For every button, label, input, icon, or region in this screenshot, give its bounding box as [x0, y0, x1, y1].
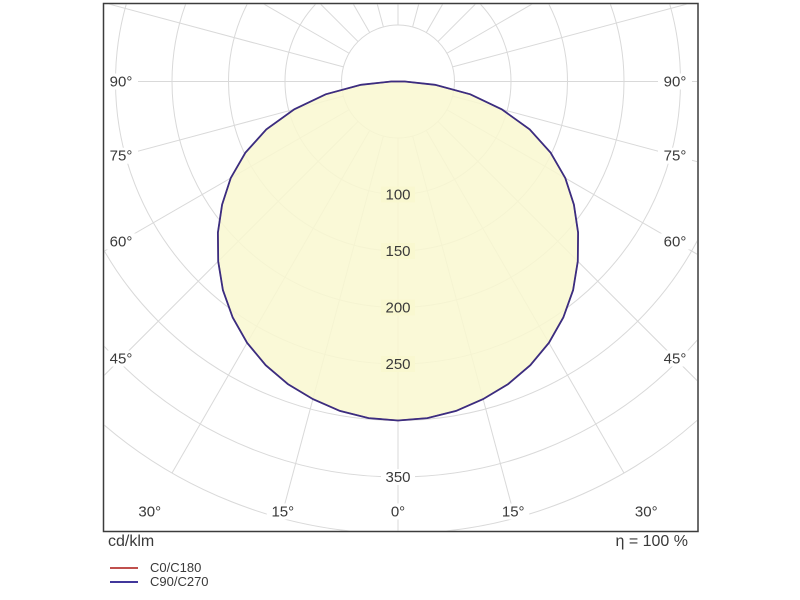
angle-grid-line: [452, 4, 688, 68]
angle-tick-label-left-60: 60°: [110, 233, 133, 250]
angle-grid-line: [446, 4, 533, 54]
angle-tick-bg: [104, 350, 138, 367]
angle-tick-bg: [658, 73, 692, 90]
angle-tick-label-bottom-30: 30°: [635, 504, 658, 521]
radial-tick-bg: [381, 356, 415, 372]
legend-label: C90/C270: [150, 574, 209, 589]
radial-tick-label: 350: [385, 469, 410, 486]
angle-grid-line: [263, 4, 350, 54]
light-output-ratio-label: η = 100 %: [615, 533, 689, 550]
angle-tick-label-right-90: 90°: [664, 74, 687, 91]
radial-tick-label: 100: [385, 187, 410, 204]
angle-tick-bg: [104, 147, 138, 164]
legend: C0/C180 C90/C270: [110, 561, 209, 589]
angle-tick-bg: [658, 147, 692, 164]
angle-tick-label-bottom-0: 0°: [391, 504, 405, 521]
angle-tick-label-left-90: 90°: [110, 74, 133, 91]
angle-tick-bg: [104, 233, 138, 250]
angle-tick-label-right-45: 45°: [664, 351, 687, 368]
legend-line-swatch: [110, 581, 138, 583]
units-label: cd/klm: [108, 533, 155, 550]
angle-tick-label-left-75: 75°: [110, 148, 133, 165]
curve-c90-c270: [216, 80, 580, 422]
angle-tick-bg: [382, 503, 414, 520]
angle-tick-bg: [658, 350, 692, 367]
angle-grid-line: [452, 95, 697, 163]
radial-tick-label: 150: [385, 243, 410, 260]
angle-grid-line: [108, 4, 344, 68]
angle-tick-bg: [630, 503, 663, 520]
angle-grid-line: [104, 95, 344, 161]
radial-tick-bg: [381, 299, 415, 316]
legend-line-swatch: [110, 567, 138, 569]
legend-item-c90-c270: C90/C270: [110, 575, 209, 589]
angle-tick-label-right-75: 75°: [664, 148, 687, 165]
angle-tick-label-bottom-15: 15°: [502, 504, 525, 521]
legend-item-c0-c180: C0/C180: [110, 561, 209, 575]
radial-tick-bg: [381, 243, 415, 259]
radial-tick-label: 200: [385, 300, 410, 317]
angle-tick-bg: [133, 503, 166, 520]
plot-border: [102, 2, 699, 533]
radial-tick-label: 250: [385, 356, 410, 373]
radial-tick-bg: [381, 186, 415, 203]
angle-tick-label-right-60: 60°: [664, 233, 687, 250]
angle-tick-label-bottom-15: 15°: [271, 504, 294, 521]
radial-tick-bg: [381, 469, 415, 485]
angle-tick-bg: [104, 73, 138, 90]
angle-tick-bg: [266, 503, 299, 520]
angle-tick-bg: [497, 503, 530, 520]
angle-tick-label-left-45: 45°: [110, 351, 133, 368]
angle-tick-label-bottom-30: 30°: [138, 504, 161, 521]
angle-tick-bg: [658, 233, 692, 250]
legend-label: C0/C180: [150, 560, 202, 575]
